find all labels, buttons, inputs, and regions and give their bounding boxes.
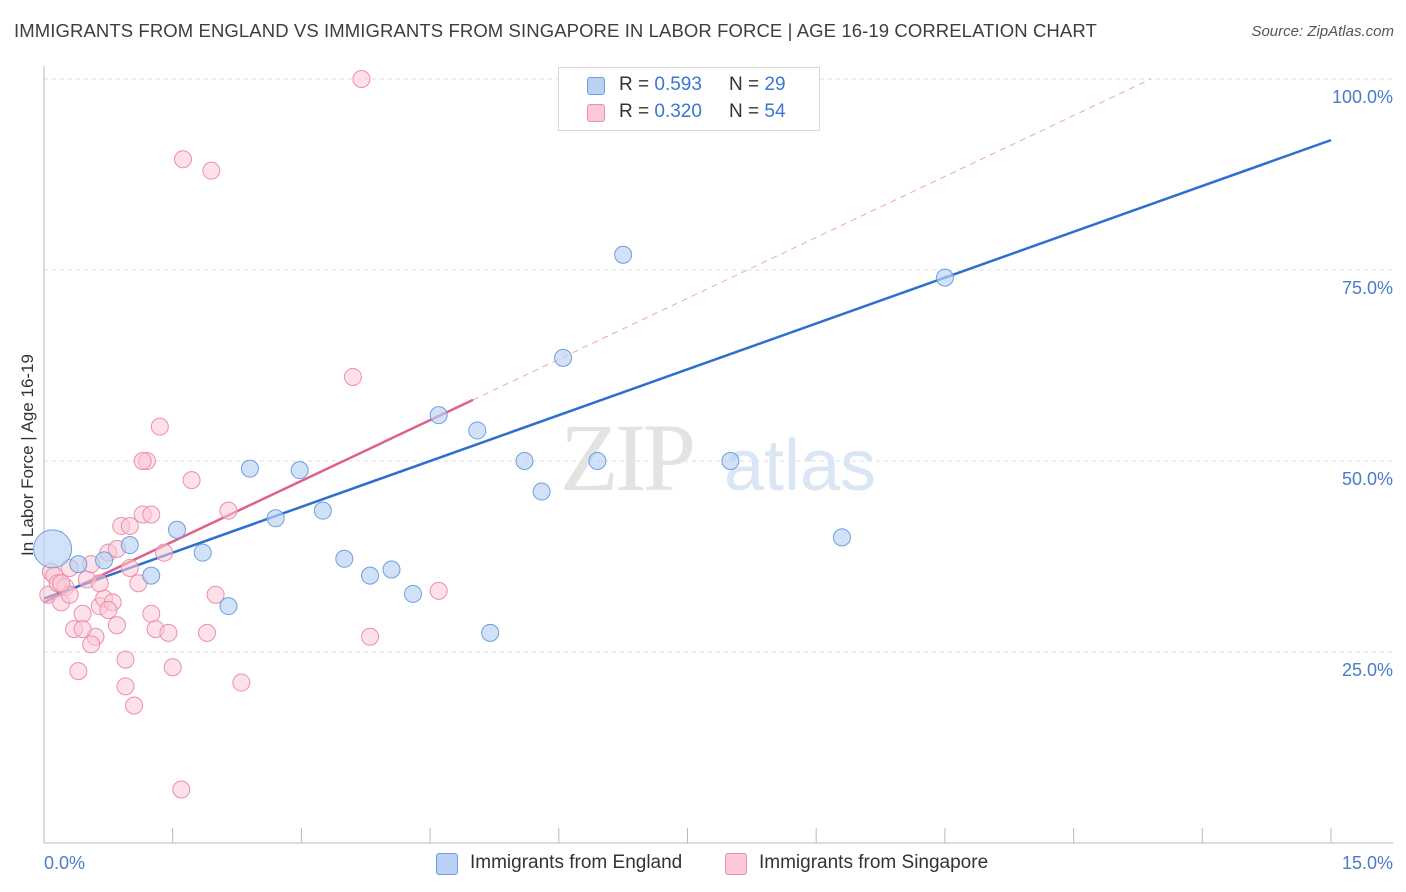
point-england-6 xyxy=(193,543,212,562)
legend-r-england: R = 0.593 xyxy=(619,74,702,95)
watermark-atlas: atlas xyxy=(724,426,876,506)
point-singapore-44 xyxy=(73,620,92,639)
point-singapore-38 xyxy=(232,673,251,692)
point-singapore-37 xyxy=(219,501,238,520)
watermark: ZIP atlas xyxy=(560,404,876,511)
point-singapore-47 xyxy=(133,452,152,470)
point-singapore-25 xyxy=(142,604,161,623)
y-tick-label-50: 50.0% xyxy=(1342,469,1393,489)
legend-swatch-singapore xyxy=(587,104,605,122)
point-singapore-33 xyxy=(182,471,201,490)
point-singapore-48 xyxy=(142,505,161,524)
point-singapore-46 xyxy=(99,600,118,619)
point-england-17 xyxy=(468,421,487,440)
point-england-5 xyxy=(167,520,186,539)
bottom-legend: Immigrants from England Immigrants from … xyxy=(0,851,1406,879)
point-england-13 xyxy=(361,566,380,585)
point-england-21 xyxy=(554,348,573,367)
point-england-20 xyxy=(532,482,551,501)
y-tick-label-25: 25.0% xyxy=(1342,660,1393,680)
point-singapore-51 xyxy=(361,627,380,646)
legend-n-england: N = 29 xyxy=(729,74,786,95)
point-singapore-29 xyxy=(159,623,178,642)
point-england-4 xyxy=(142,566,161,585)
legend-r-singapore: R = 0.320 xyxy=(619,101,702,122)
source-label: Source: ZipAtlas.com xyxy=(1251,23,1394,40)
bottom-legend-label-england: Immigrants from England xyxy=(470,852,683,873)
point-england-23 xyxy=(614,245,633,264)
point-england-10 xyxy=(290,461,309,480)
point-england-22 xyxy=(588,452,607,470)
point-singapore-30 xyxy=(163,658,182,677)
point-england-14 xyxy=(382,560,401,579)
point-singapore-32 xyxy=(173,150,192,169)
y-axis-title: In Labor Force | Age 16-19 xyxy=(18,354,37,556)
point-england-8 xyxy=(240,459,259,478)
point-england-3 xyxy=(120,536,139,555)
point-england-2 xyxy=(95,551,114,570)
point-singapore-21 xyxy=(125,696,144,715)
point-singapore-20 xyxy=(120,516,139,535)
points-singapore xyxy=(39,70,448,799)
point-singapore-19 xyxy=(116,650,135,669)
point-england-16 xyxy=(429,406,448,425)
legend-swatch-england xyxy=(587,77,605,95)
point-singapore-17 xyxy=(107,616,126,635)
point-singapore-40 xyxy=(82,635,101,654)
y-tick-label-75: 75.0% xyxy=(1342,278,1393,298)
gridlines xyxy=(44,78,1393,653)
point-singapore-28 xyxy=(155,543,174,562)
x-ticks xyxy=(43,828,1332,843)
point-singapore-53 xyxy=(352,70,371,88)
trend-lines xyxy=(43,78,1332,604)
y-tick-labels: 25.0% 50.0% 75.0% 100.0% xyxy=(1332,87,1393,680)
point-singapore-34 xyxy=(198,623,217,642)
point-singapore-9 xyxy=(73,604,92,623)
point-england-18 xyxy=(481,623,500,642)
legend: R = 0.593 N = 29 R = 0.320 N = 54 xyxy=(558,67,820,131)
chart-title: IMMIGRANTS FROM ENGLAND VS IMMIGRANTS FR… xyxy=(14,20,1097,41)
point-england-27 xyxy=(832,528,851,547)
point-singapore-31 xyxy=(172,780,191,799)
point-singapore-45 xyxy=(52,574,71,593)
point-singapore-35 xyxy=(202,161,221,180)
point-singapore-27 xyxy=(150,417,169,436)
bottom-legend-swatch-england xyxy=(436,853,458,875)
trend-line-england xyxy=(43,138,1332,600)
point-singapore-8 xyxy=(69,662,88,681)
bottom-legend-label-singapore: Immigrants from Singapore xyxy=(759,852,989,873)
point-england-12 xyxy=(335,549,354,568)
legend-n-singapore: N = 54 xyxy=(729,101,786,122)
bottom-legend-swatch-singapore xyxy=(725,853,747,875)
points-england xyxy=(33,70,954,642)
x-tick-labels: 0.0% 15.0% xyxy=(44,853,1393,873)
point-singapore-36 xyxy=(206,585,225,604)
trend-line-singapore xyxy=(43,398,474,604)
axes xyxy=(43,66,1393,844)
point-england-1 xyxy=(69,555,88,574)
point-singapore-50 xyxy=(343,367,362,386)
point-singapore-52 xyxy=(429,581,448,600)
point-england-15 xyxy=(403,584,422,603)
point-england-28 xyxy=(935,268,954,287)
point-england-11 xyxy=(313,501,332,520)
x-tick-label-min: 0.0% xyxy=(44,853,85,873)
point-singapore-49 xyxy=(116,677,135,696)
point-england-19 xyxy=(515,452,534,470)
point-england-9 xyxy=(266,509,285,528)
x-tick-label-max: 15.0% xyxy=(1342,853,1393,873)
trend-line-singapore-extension xyxy=(472,78,1152,401)
point-singapore-41 xyxy=(90,574,109,593)
y-tick-label-100: 100.0% xyxy=(1332,87,1393,107)
point-england-26 xyxy=(721,452,740,470)
watermark-zip: ZIP xyxy=(560,404,693,511)
point-singapore-43 xyxy=(120,558,139,577)
point-england-7 xyxy=(219,597,238,616)
point-england-0 xyxy=(33,529,73,569)
